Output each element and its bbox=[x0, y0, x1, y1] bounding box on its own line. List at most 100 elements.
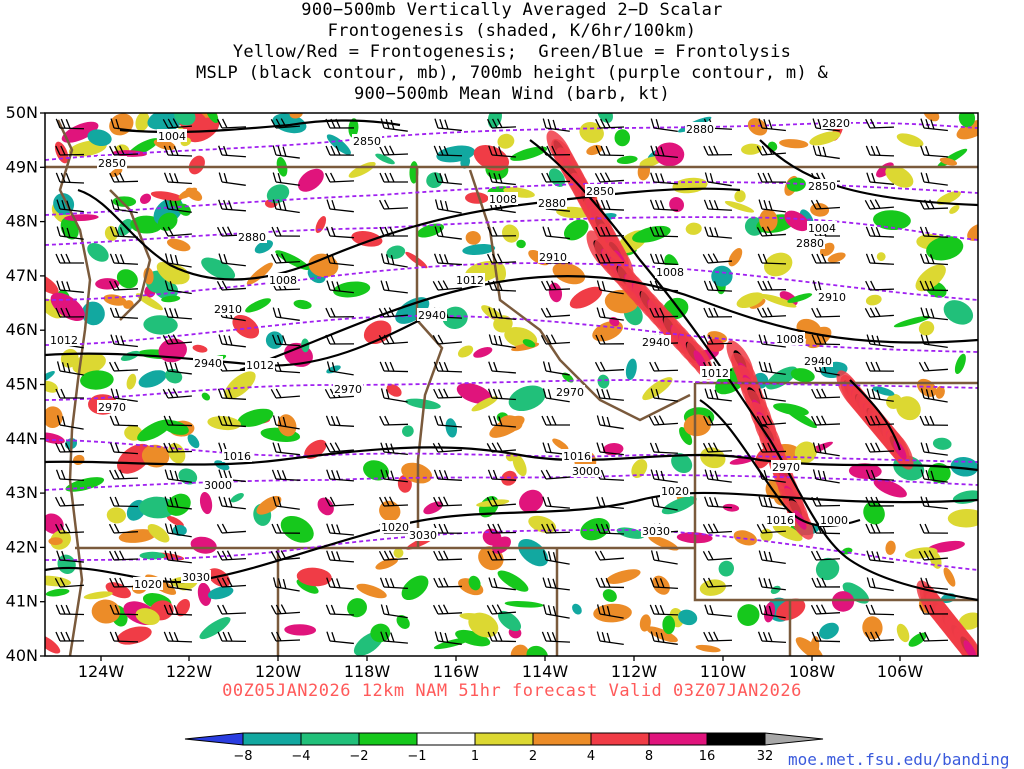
height-label: 2880 bbox=[538, 197, 566, 210]
wind-barb bbox=[758, 551, 787, 564]
wind-barb bbox=[218, 200, 247, 211]
colorbar-label: 32 bbox=[757, 749, 774, 764]
shade-patch bbox=[33, 574, 72, 588]
shade-patch bbox=[941, 566, 958, 588]
shade-patch bbox=[593, 603, 633, 623]
height-label: 2970 bbox=[772, 461, 800, 474]
colorbar-label: 1 bbox=[471, 749, 479, 764]
wind-barb bbox=[434, 496, 462, 506]
shade-patch bbox=[332, 280, 371, 300]
shade-patch bbox=[964, 221, 989, 245]
wind-barb bbox=[325, 441, 354, 452]
credit-link[interactable]: moe.met.fsu.edu/banding bbox=[788, 750, 1010, 769]
lon-label: 114W bbox=[522, 662, 569, 681]
mslp-label: 1008 bbox=[269, 274, 297, 287]
colorbar-label: 4 bbox=[587, 749, 595, 764]
height-label: 2940 bbox=[642, 336, 670, 349]
wind-barb bbox=[272, 443, 301, 455]
shade-patch bbox=[685, 222, 702, 236]
wind-barb bbox=[434, 470, 462, 481]
wind-barb bbox=[272, 577, 301, 591]
mslp-label: 1004 bbox=[808, 222, 836, 235]
wind-barb bbox=[758, 200, 787, 212]
shade-patch bbox=[156, 336, 189, 365]
wind-barb bbox=[703, 549, 732, 560]
wind-barb bbox=[164, 632, 192, 642]
wind-barb bbox=[218, 604, 246, 614]
height-label: 2850 bbox=[98, 157, 126, 170]
wind-barb bbox=[919, 360, 948, 371]
colorbar-label: 16 bbox=[699, 749, 716, 764]
lon-label: 116W bbox=[433, 662, 480, 681]
lat-label: 46N bbox=[6, 320, 38, 339]
mslp-label: 1016 bbox=[223, 450, 251, 463]
wind-barb bbox=[488, 362, 517, 373]
wind-barb bbox=[488, 523, 516, 533]
wind-barb bbox=[596, 632, 625, 645]
shade-patch bbox=[589, 317, 626, 346]
wind-barb bbox=[920, 416, 948, 425]
wind-barb bbox=[110, 523, 138, 534]
wind-barb bbox=[380, 199, 408, 209]
height-label: 2820 bbox=[822, 117, 850, 130]
shade-patch bbox=[513, 534, 553, 572]
wind-barb bbox=[866, 605, 894, 615]
shade-patch bbox=[953, 352, 969, 375]
wind-barb bbox=[56, 632, 84, 641]
wind-barb bbox=[812, 415, 840, 425]
mslp-label: 1012 bbox=[50, 334, 78, 347]
wind-barb bbox=[812, 307, 840, 317]
shade-patch bbox=[779, 138, 809, 149]
shade-patch bbox=[243, 296, 272, 316]
colorbar-segment bbox=[243, 733, 301, 745]
wind-barb bbox=[595, 171, 624, 182]
lat-label: 49N bbox=[6, 157, 38, 176]
wind-barb bbox=[758, 307, 786, 317]
shade-patch bbox=[462, 243, 496, 257]
shade-patch bbox=[624, 358, 638, 381]
shade-patch bbox=[475, 492, 503, 521]
wind-barb bbox=[217, 522, 246, 533]
shade-patch bbox=[792, 633, 826, 664]
shade-patch bbox=[570, 602, 584, 616]
lat-label: 48N bbox=[6, 212, 38, 231]
lat-label: 50N bbox=[6, 103, 38, 122]
height-label: 2850 bbox=[586, 185, 614, 198]
mslp-label: 1008 bbox=[776, 333, 804, 346]
wind-barb bbox=[704, 605, 733, 617]
title-line-2: Frontogenesis (shaded, K/6hr/100km) bbox=[0, 21, 1024, 42]
colorbar-segment bbox=[591, 733, 649, 745]
shade-patch bbox=[932, 437, 952, 451]
shade-patch bbox=[301, 436, 330, 463]
wind-barb bbox=[272, 146, 301, 158]
wind-barb bbox=[650, 361, 678, 371]
wind-barb bbox=[110, 416, 138, 426]
wind-barb bbox=[326, 200, 355, 212]
wind-barb bbox=[920, 146, 949, 157]
wind-barb bbox=[866, 524, 894, 533]
lat-label: 41N bbox=[6, 592, 38, 611]
mslp-label: 1016 bbox=[563, 450, 591, 463]
valid-time-line: 00Z05JAN2026 12km NAM 51hr forecast Vali… bbox=[0, 681, 1024, 701]
lat-label: 47N bbox=[6, 266, 38, 285]
shade-patch bbox=[495, 567, 532, 596]
shade-patch bbox=[189, 535, 218, 556]
shade-patch bbox=[45, 587, 70, 597]
shade-patch bbox=[504, 600, 543, 608]
height-label: 2850 bbox=[353, 135, 381, 148]
wind-barb bbox=[56, 254, 84, 263]
wind-barb bbox=[434, 362, 462, 372]
shade-patch bbox=[163, 366, 185, 386]
wind-barb bbox=[866, 362, 894, 371]
shade-patch bbox=[600, 587, 619, 605]
shade-patch bbox=[374, 152, 396, 167]
wind-barb bbox=[865, 306, 894, 317]
shade-patch bbox=[733, 600, 764, 630]
colorbar-label: −8 bbox=[233, 749, 252, 764]
wind-barb bbox=[434, 254, 463, 265]
shade-patch bbox=[344, 595, 370, 621]
shade-patch bbox=[547, 281, 564, 303]
mslp-label: 1016 bbox=[766, 514, 794, 527]
height-label: 3000 bbox=[204, 479, 232, 492]
height-label: 2850 bbox=[808, 180, 836, 193]
